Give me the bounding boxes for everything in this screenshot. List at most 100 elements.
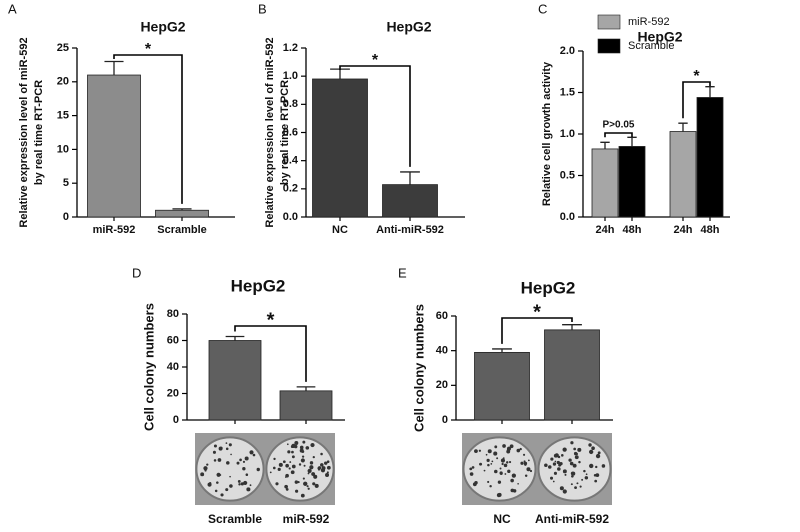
colony bbox=[527, 459, 530, 462]
x-tick-label: miR-592 bbox=[283, 512, 330, 526]
colony bbox=[517, 482, 519, 485]
y-tick-label: 15 bbox=[57, 110, 69, 122]
colony bbox=[519, 447, 522, 451]
colony bbox=[313, 474, 318, 479]
colony bbox=[512, 489, 517, 493]
colony bbox=[242, 467, 246, 471]
colony bbox=[295, 489, 299, 493]
chart-title: HepG2 bbox=[386, 19, 431, 35]
colony bbox=[591, 446, 595, 451]
colony bbox=[552, 462, 557, 466]
colony bbox=[595, 453, 601, 459]
x-tick-label: 48h bbox=[623, 224, 642, 236]
x-tick-label: Anti-miR-592 bbox=[535, 512, 609, 526]
y-axis-label: by real time RT-PCR bbox=[279, 80, 291, 185]
colony bbox=[506, 449, 511, 454]
colony bbox=[597, 451, 601, 455]
colony bbox=[303, 464, 306, 467]
annotation: * bbox=[372, 52, 379, 69]
x-tick-label: NC bbox=[493, 512, 511, 526]
colony bbox=[301, 455, 305, 458]
colony bbox=[225, 488, 229, 492]
colony bbox=[548, 465, 552, 469]
colony bbox=[297, 480, 300, 484]
significance-bracket bbox=[113, 54, 183, 204]
colony bbox=[550, 476, 554, 480]
colony bbox=[507, 469, 511, 474]
bar bbox=[618, 146, 646, 218]
panel-label: C bbox=[538, 1, 547, 16]
colony bbox=[318, 468, 320, 471]
colony bbox=[595, 465, 598, 469]
colony bbox=[573, 447, 576, 451]
annotation: P>0.05 bbox=[603, 120, 635, 131]
significance-bracket bbox=[234, 325, 307, 382]
colony bbox=[243, 480, 248, 486]
colony bbox=[310, 442, 315, 448]
colony bbox=[472, 482, 477, 487]
y-tick-label: 60 bbox=[167, 334, 179, 346]
colony bbox=[557, 455, 561, 459]
y-axis-label: Cell colony numbers bbox=[411, 304, 426, 432]
colony bbox=[487, 463, 490, 467]
colony bbox=[302, 440, 306, 444]
colony bbox=[496, 457, 499, 460]
colony bbox=[214, 489, 218, 493]
colony bbox=[226, 461, 230, 465]
colony bbox=[572, 463, 577, 468]
x-tick-label: 48h bbox=[701, 224, 720, 236]
colony bbox=[242, 460, 246, 463]
error-bar bbox=[104, 60, 124, 76]
y-tick-label: 40 bbox=[167, 361, 179, 373]
colony bbox=[469, 467, 473, 471]
colony bbox=[289, 461, 292, 463]
colony bbox=[290, 470, 295, 475]
y-tick-label: 20 bbox=[436, 379, 448, 391]
colony bbox=[508, 460, 512, 464]
colony bbox=[544, 463, 548, 468]
colony bbox=[571, 471, 576, 476]
y-tick-label: 80 bbox=[167, 308, 179, 320]
colony bbox=[489, 484, 492, 488]
colony bbox=[287, 450, 291, 454]
y-tick-label: 0.4 bbox=[283, 155, 299, 167]
colony bbox=[585, 473, 588, 476]
colony bbox=[246, 487, 251, 492]
colony bbox=[326, 471, 329, 474]
y-axis-label: Relative expression level of miR-592 bbox=[18, 37, 30, 227]
colony bbox=[578, 460, 581, 464]
colony bbox=[579, 485, 582, 488]
colony bbox=[571, 474, 574, 478]
colony bbox=[249, 450, 254, 455]
colony bbox=[326, 460, 330, 463]
colony bbox=[302, 477, 305, 480]
colony bbox=[229, 484, 233, 488]
colony bbox=[306, 485, 309, 488]
colony bbox=[252, 453, 256, 457]
colony bbox=[320, 452, 323, 456]
y-tick-label: 2.0 bbox=[560, 45, 575, 57]
colony bbox=[225, 442, 228, 444]
colony bbox=[524, 463, 527, 466]
colony bbox=[219, 474, 222, 476]
colony bbox=[285, 488, 289, 491]
y-tick-label: 0.0 bbox=[283, 211, 298, 223]
colony bbox=[307, 468, 312, 473]
legend-label: miR-592 bbox=[628, 16, 670, 28]
colony bbox=[220, 493, 224, 497]
colony bbox=[524, 474, 528, 477]
colony bbox=[510, 478, 514, 483]
colony bbox=[324, 461, 328, 465]
y-tick-label: 60 bbox=[436, 310, 448, 322]
colony bbox=[494, 445, 498, 449]
colony bbox=[299, 448, 304, 453]
y-axis-label: Relative cell growth activity bbox=[541, 61, 553, 206]
colony bbox=[483, 469, 486, 472]
x-tick-label: 24h bbox=[596, 224, 615, 236]
colony bbox=[494, 469, 498, 474]
chart-title: HepG2 bbox=[140, 19, 185, 35]
colony bbox=[213, 459, 217, 462]
colony bbox=[588, 443, 592, 447]
colony bbox=[583, 469, 586, 473]
error-bar bbox=[172, 208, 192, 211]
